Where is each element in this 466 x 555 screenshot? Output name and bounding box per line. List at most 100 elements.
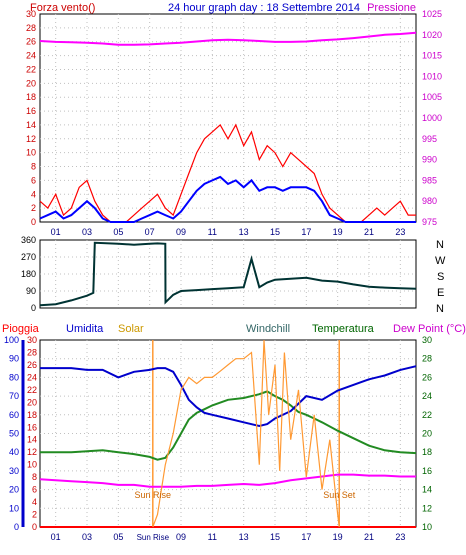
hour-tick-label: 19 <box>333 532 343 542</box>
direction-tick-label: 180 <box>21 269 36 279</box>
temperature-tick-label: 18 <box>422 447 432 457</box>
humidity-tick-label: 90 <box>9 354 19 364</box>
rain-tick-label: 4 <box>32 497 37 507</box>
humidity-tick-label: 10 <box>9 503 19 513</box>
rain-tick-label: 8 <box>32 472 37 482</box>
direction-tick-label: 0 <box>31 303 36 313</box>
rain-tick-label: 28 <box>27 347 37 357</box>
direction-label-e: E <box>437 287 444 299</box>
temperature-tick-label: 14 <box>422 485 432 495</box>
pressure-tick-label: 1020 <box>422 30 442 40</box>
hour-tick-label: 17 <box>301 532 311 542</box>
wind-tick-label: 14 <box>26 120 36 130</box>
rain-tick-label: 14 <box>27 435 37 445</box>
rain-tick-label: 20 <box>27 397 37 407</box>
rain-tick-label: 6 <box>32 485 37 495</box>
hour-tick-label: 03 <box>82 227 92 237</box>
hour-tick-label: 05 <box>113 227 123 237</box>
legend-temperatura: Temperatura <box>312 323 375 335</box>
temperature-tick-label: 22 <box>422 410 432 420</box>
temperature-tick-label: 12 <box>422 503 432 513</box>
pressure-tick-label: 990 <box>422 155 437 165</box>
pressure-tick-label: 1000 <box>422 113 442 123</box>
wind-tick-label: 8 <box>31 162 36 172</box>
wind-tick-label: 2 <box>31 203 36 213</box>
hour-tick-label: 05 <box>113 532 123 542</box>
wind-tick-label: 12 <box>26 134 36 144</box>
hour-tick-label: 09 <box>176 227 186 237</box>
direction-axis-ticks: 0 90 180 270 360 <box>21 235 36 313</box>
climate-panel-grid <box>21 340 416 527</box>
pressure-tick-label: 975 <box>422 217 437 227</box>
wind-axis-title: Forza vento() <box>30 2 95 14</box>
rain-tick-label: 30 <box>27 335 37 345</box>
climate-panel-hour-ticks: 01 03 05 09 11 13 15 17 19 21 23 Sun Rise <box>51 532 406 542</box>
direction-label-s: S <box>437 271 444 283</box>
hour-tick-label: 11 <box>208 227 217 237</box>
wind-tick-label: 10 <box>26 148 36 158</box>
hour-tick-label: 09 <box>176 532 186 542</box>
pressure-line <box>39 31 417 46</box>
temperature-line <box>40 390 417 461</box>
hour-tick-label: 11 <box>208 532 217 542</box>
humidity-axis-ticks: 0 10 20 30 40 50 60 70 80 90 100 <box>4 335 19 532</box>
wind-tick-label: 6 <box>31 175 36 185</box>
rain-tick-label: 22 <box>27 385 37 395</box>
chart-title: 24 hour graph day : 18 Settembre 2014 <box>168 2 360 14</box>
legend-windchill: Windchill <box>246 323 290 335</box>
rain-tick-label: 0 <box>32 522 37 532</box>
direction-label-n-bottom: N <box>436 303 444 315</box>
wind-tick-label: 30 <box>26 9 36 19</box>
pressure-tick-label: 1010 <box>422 71 442 81</box>
wind-tick-label: 28 <box>26 23 36 33</box>
temperature-tick-label: 20 <box>422 429 432 439</box>
hour-tick-label: 23 <box>395 532 405 542</box>
legend-dewpoint: Dew Point (°C) <box>393 323 466 335</box>
wind-tick-label: 22 <box>26 64 36 74</box>
wind-direction-panel: 0 90 180 270 360 N W S E N <box>21 235 446 315</box>
humidity-tick-label: 80 <box>9 372 19 382</box>
wind-panel-frame <box>39 13 417 223</box>
temperature-tick-label: 10 <box>422 522 432 532</box>
humidity-line <box>40 365 417 428</box>
rain-tick-label: 18 <box>27 410 37 420</box>
temperature-tick-label: 30 <box>422 335 432 345</box>
direction-tick-label: 270 <box>21 252 36 262</box>
legend-umidita: Umidita <box>66 323 104 335</box>
pressure-tick-label: 980 <box>422 196 437 206</box>
hour-tick-label: 21 <box>364 532 374 542</box>
temperature-tick-label: 28 <box>422 354 432 364</box>
wind-tick-label: 18 <box>26 92 36 102</box>
pressure-tick-label: 1015 <box>422 51 442 61</box>
humidity-tick-label: 70 <box>9 391 19 401</box>
rain-tick-label: 2 <box>32 510 37 520</box>
humidity-tick-label: 20 <box>9 485 19 495</box>
rain-tick-label: 10 <box>27 460 37 470</box>
pressure-tick-label: 985 <box>422 175 437 185</box>
wind-tick-label: 16 <box>26 106 36 116</box>
hour-tick-label: 03 <box>82 532 92 542</box>
hour-tick-label: 17 <box>301 227 311 237</box>
hour-tick-label: 15 <box>270 227 280 237</box>
hour-tick-label: 07 <box>145 227 155 237</box>
dewpoint-line <box>39 473 416 488</box>
humidity-tick-label: 0 <box>14 522 19 532</box>
wind-tick-label: 24 <box>26 51 36 61</box>
wind-panel-hour-ticks: 01 03 05 07 09 11 13 15 17 19 21 23 <box>51 227 406 237</box>
humidity-tick-label: 30 <box>9 466 19 476</box>
pressure-axis-title: Pressione <box>367 2 416 14</box>
humidity-tick-label: 100 <box>4 335 19 345</box>
legend-solar: Solar <box>118 323 144 335</box>
sunset-label: Sun Set <box>323 490 356 500</box>
direction-tick-label: 90 <box>26 286 36 296</box>
wind-direction-line <box>39 241 417 307</box>
wind-tick-label: 26 <box>26 37 36 47</box>
direction-tick-label: 360 <box>21 235 36 245</box>
temperature-tick-label: 26 <box>422 372 432 382</box>
hour-tick-label: 21 <box>364 227 374 237</box>
pressure-axis-ticks: 975 980 985 990 995 1000 1005 1010 1015 1020 1025 <box>422 9 442 227</box>
hour-tick-label: 13 <box>239 532 249 542</box>
